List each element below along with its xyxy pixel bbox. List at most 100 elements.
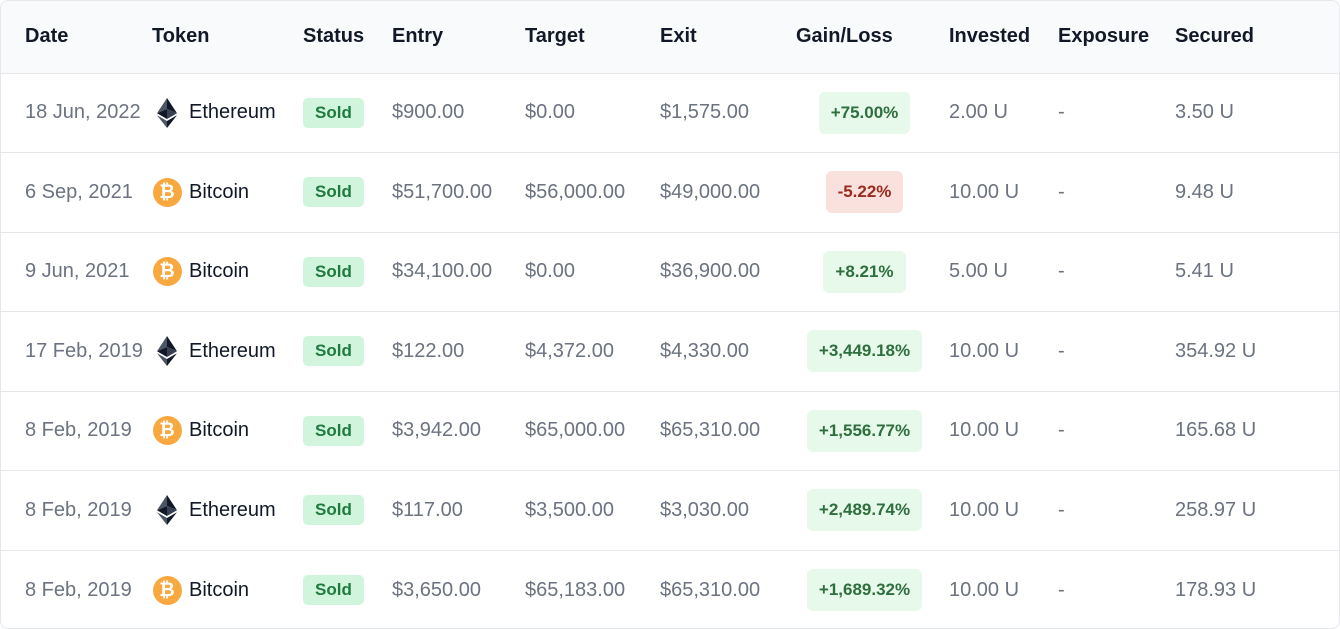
cell-secured: 165.68 U: [1175, 419, 1257, 442]
cell-exit: $49,000.00: [660, 180, 761, 203]
cell-entry: $51,700.00: [392, 180, 493, 203]
cell-token: Ethereum: [152, 73, 303, 153]
cell-invested: 5.00 U: [949, 260, 1008, 283]
status-badge: Sold: [303, 415, 364, 446]
token-icon: ₿: [152, 416, 182, 446]
table-row[interactable]: 17 Feb, 2019 Ethereum Sold $122.00 $4,37…: [1, 311, 1339, 392]
cell-status: Sold: [303, 312, 392, 392]
cell-secured: 178.93 U: [1175, 578, 1257, 601]
cell-token: ₿ Bitcoin: [152, 550, 303, 628]
cell-entry: $3,942.00: [392, 419, 481, 442]
cell-invested: 10.00 U: [949, 578, 1020, 601]
table-body: 18 Jun, 2022 Ethereum Sold $900.00 $0.00…: [1, 73, 1339, 628]
cell-date: 17 Feb, 2019: [25, 339, 143, 362]
table-row[interactable]: 18 Jun, 2022 Ethereum Sold $900.00 $0.00…: [1, 73, 1339, 153]
token-wrapper: Ethereum: [152, 97, 303, 128]
token-wrapper: Ethereum: [152, 495, 303, 526]
status-badge: Sold: [303, 256, 364, 287]
header-target[interactable]: Target: [525, 25, 585, 48]
cell-secured: 9.48 U: [1175, 180, 1234, 203]
cell-secured: 5.41 U: [1175, 260, 1234, 283]
token-name: Ethereum: [189, 101, 276, 124]
cell-gain-loss: +2,489.74%: [796, 471, 949, 551]
cell-date: 6 Sep, 2021: [25, 180, 133, 203]
cell-entry: $34,100.00: [392, 260, 493, 283]
header-status[interactable]: Status: [303, 25, 365, 48]
cell-gain-loss: +1,689.32%: [796, 550, 949, 628]
cell-entry: $900.00: [392, 101, 465, 124]
cell-exit: $65,310.00: [660, 578, 761, 601]
cell-exposure: -: [1058, 419, 1065, 442]
cell-date: 8 Feb, 2019: [25, 498, 132, 521]
cell-token: ₿ Bitcoin: [152, 153, 303, 233]
table-row[interactable]: 6 Sep, 2021 ₿ Bitcoin Sold $51,700.00 $5…: [1, 152, 1339, 233]
cell-invested: 10.00 U: [949, 339, 1020, 362]
cell-entry: $3,650.00: [392, 578, 481, 601]
token-wrapper: ₿ Bitcoin: [152, 575, 303, 605]
cell-token: Ethereum: [152, 312, 303, 392]
cell-exit: $4,330.00: [660, 339, 749, 362]
table-row[interactable]: 8 Feb, 2019 ₿ Bitcoin Sold $3,942.00 $65…: [1, 391, 1339, 471]
cell-target: $3,500.00: [525, 498, 614, 521]
status-badge: Sold: [303, 97, 364, 128]
cell-date: 8 Feb, 2019: [25, 578, 132, 601]
ethereum-icon: [157, 97, 177, 128]
cell-status: Sold: [303, 550, 392, 628]
gain-loss-badge: +8.21%: [823, 250, 906, 293]
cell-date: 18 Jun, 2022: [25, 101, 141, 124]
table-row[interactable]: 8 Feb, 2019 ₿ Bitcoin Sold $3,650.00 $65…: [1, 550, 1339, 628]
gain-loss-badge: +75.00%: [818, 91, 911, 134]
cell-status: Sold: [303, 471, 392, 551]
cell-gain-loss: +8.21%: [796, 232, 949, 312]
cell-entry: $122.00: [392, 339, 465, 362]
cell-gain-loss: +3,449.18%: [796, 312, 949, 392]
cell-target: $65,183.00: [525, 578, 626, 601]
header-date[interactable]: Date: [25, 25, 69, 48]
cell-invested: 2.00 U: [949, 101, 1008, 124]
header-token[interactable]: Token: [152, 25, 210, 48]
table-row[interactable]: 8 Feb, 2019 Ethereum Sold $117.00 $3,500…: [1, 470, 1339, 551]
cell-token: Ethereum: [152, 471, 303, 551]
cell-invested: 10.00 U: [949, 180, 1020, 203]
token-icon: ₿: [152, 177, 182, 207]
cell-status: Sold: [303, 232, 392, 312]
bitcoin-icon: ₿: [152, 257, 182, 287]
cell-exit: $3,030.00: [660, 498, 749, 521]
token-name: Ethereum: [189, 339, 276, 362]
bitcoin-icon: ₿: [152, 416, 182, 446]
token-icon: ₿: [152, 575, 182, 605]
header-secured[interactable]: Secured: [1175, 25, 1254, 48]
header-exposure[interactable]: Exposure: [1058, 25, 1150, 48]
table-row[interactable]: 9 Jun, 2021 ₿ Bitcoin Sold $34,100.00 $0…: [1, 232, 1339, 312]
cell-token: ₿ Bitcoin: [152, 391, 303, 471]
token-name: Bitcoin: [189, 180, 250, 203]
bitcoin-icon: ₿: [152, 575, 182, 605]
token-wrapper: ₿ Bitcoin: [152, 257, 303, 287]
cell-target: $0.00: [525, 260, 576, 283]
header-gain-loss[interactable]: Gain/Loss: [796, 25, 893, 48]
cell-exposure: -: [1058, 101, 1065, 124]
gain-loss-badge: +2,489.74%: [806, 489, 923, 532]
cell-exposure: -: [1058, 260, 1065, 283]
header-exit[interactable]: Exit: [660, 25, 697, 48]
header-invested[interactable]: Invested: [949, 25, 1031, 48]
token-icon: [152, 97, 182, 128]
cell-token: ₿ Bitcoin: [152, 232, 303, 312]
cell-secured: 258.97 U: [1175, 498, 1257, 521]
header-entry[interactable]: Entry: [392, 25, 444, 48]
status-badge: Sold: [303, 575, 364, 605]
token-name: Bitcoin: [189, 578, 250, 601]
cell-secured: 354.92 U: [1175, 339, 1257, 362]
cell-date: 9 Jun, 2021: [25, 260, 130, 283]
token-icon: [152, 495, 182, 526]
token-wrapper: Ethereum: [152, 336, 303, 367]
token-name: Bitcoin: [189, 419, 250, 442]
bitcoin-icon: ₿: [152, 177, 182, 207]
gain-loss-badge: +3,449.18%: [806, 330, 923, 373]
cell-gain-loss: +1,556.77%: [796, 391, 949, 471]
cell-entry: $117.00: [392, 498, 463, 521]
cell-gain-loss: +75.00%: [796, 73, 949, 153]
cell-status: Sold: [303, 73, 392, 153]
cell-target: $65,000.00: [525, 419, 626, 442]
